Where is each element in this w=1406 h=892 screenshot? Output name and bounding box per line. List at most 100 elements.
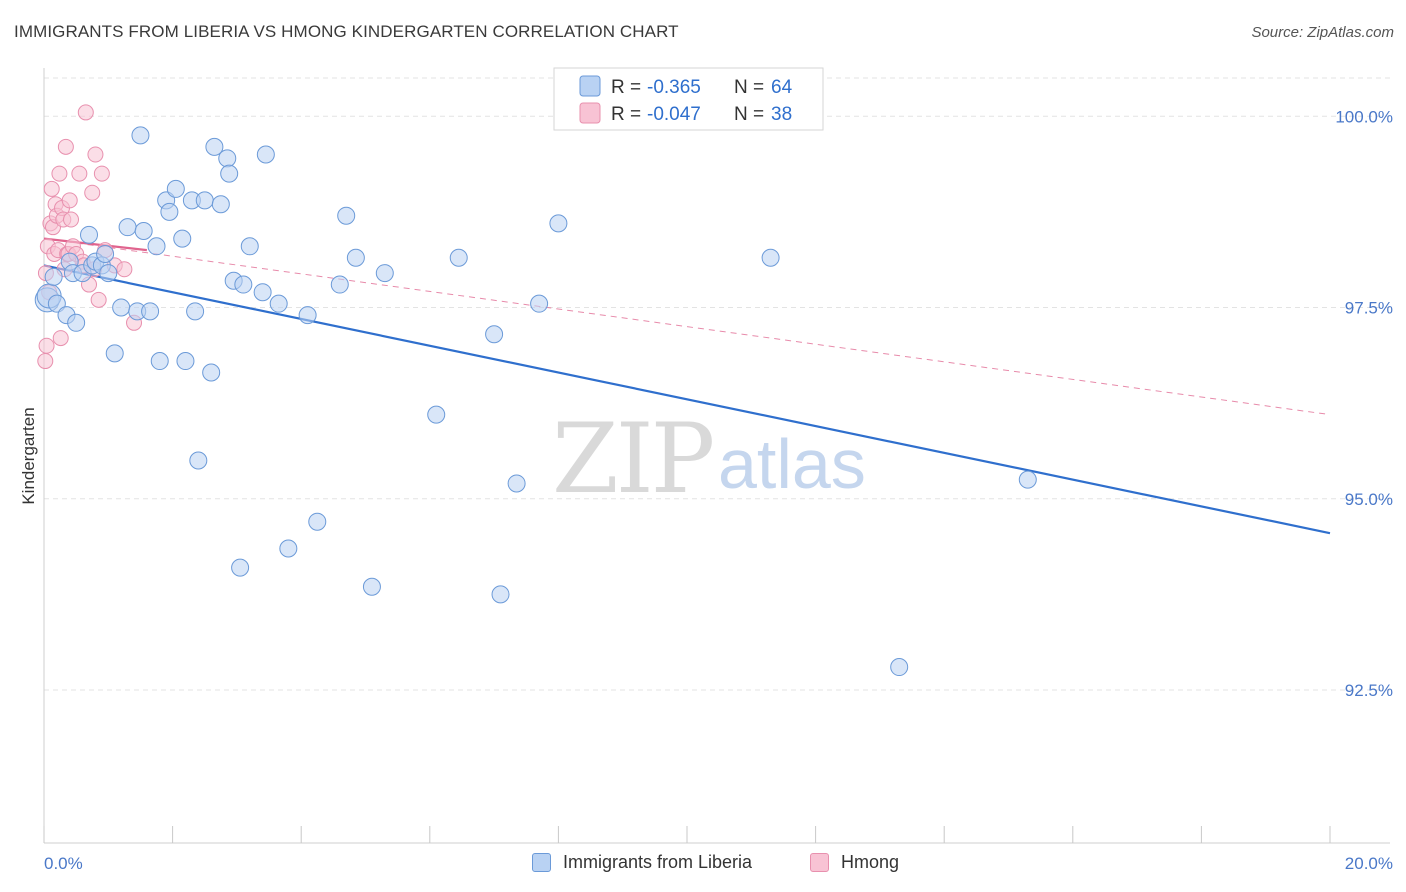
- hmong-point-23: [71, 165, 88, 182]
- liberia-point-25: [160, 202, 179, 221]
- liberia-point-7: [67, 313, 86, 332]
- x-tick-label-0: 0.0%: [44, 854, 83, 873]
- liberia-point-62: [890, 658, 909, 677]
- hmong-point-12: [52, 330, 69, 347]
- liberia-point-63: [1018, 470, 1037, 489]
- chart-title: IMMIGRANTS FROM LIBERIA VS HMONG KINDERG…: [14, 22, 679, 41]
- hmong-point-28: [84, 184, 101, 201]
- liberia-point-17: [118, 218, 137, 237]
- legend-n-label-1: N =: [734, 77, 764, 98]
- liberia-points: [34, 107, 1037, 677]
- liberia-point-43: [256, 145, 275, 164]
- watermark: ZIP atlas: [552, 403, 866, 515]
- liberia-point-23: [150, 352, 169, 371]
- legend-n-value-1: 64: [771, 77, 793, 98]
- legend-item-liberia[interactable]: Immigrants from Liberia: [532, 852, 752, 873]
- liberia-point-54: [449, 248, 468, 267]
- legend-swatch-hmong: [579, 102, 601, 124]
- liberia-point-56: [491, 585, 510, 604]
- liberia-point-31: [189, 451, 208, 470]
- hmong-point-30: [87, 146, 104, 163]
- bottom-legend: Immigrants from Liberia Hmong: [0, 852, 1406, 878]
- legend-label-liberia: Immigrants from Liberia: [563, 852, 753, 872]
- axes: [43, 68, 1390, 844]
- liberia-point-42: [253, 283, 272, 302]
- hmong-point-35: [116, 261, 133, 278]
- liberia-point-3: [47, 294, 66, 313]
- liberia-point-45: [279, 539, 298, 558]
- liberia-point-21: [141, 302, 160, 321]
- source-credit: Source: ZipAtlas.com: [1251, 24, 1394, 41]
- liberia-point-51: [362, 577, 381, 596]
- liberia-point-20: [134, 222, 153, 240]
- hmong-point-5: [43, 180, 60, 197]
- liberia-point-27: [173, 229, 192, 248]
- liberia-point-50: [346, 248, 365, 267]
- hmong-point-0: [37, 353, 54, 370]
- y-tick-label-1: 95.0%: [1345, 490, 1393, 509]
- liberia-point-32: [195, 191, 214, 210]
- liberia-point-16: [112, 298, 131, 317]
- y-tick-label-2: 97.5%: [1345, 299, 1393, 318]
- legend-r-value-1: -0.365: [647, 77, 701, 98]
- legend-swatch-liberia-bottom: [532, 853, 551, 872]
- liberia-point-9: [80, 225, 99, 244]
- liberia-point-14: [99, 264, 118, 283]
- liberia-point-53: [427, 405, 446, 424]
- hmong-point-31: [90, 291, 107, 308]
- legend-swatch-liberia: [579, 75, 601, 97]
- liberia-point-26: [166, 179, 185, 198]
- liberia-point-55: [485, 325, 504, 344]
- liberia-point-19: [131, 126, 150, 145]
- hmong-point-1: [38, 337, 55, 354]
- hmong-trend-dashed: [43, 238, 1331, 416]
- legend-n-value-2: 38: [771, 104, 792, 125]
- legend-n-label-2: N =: [734, 104, 764, 125]
- liberia-point-40: [234, 275, 253, 294]
- liberia-point-35: [211, 195, 230, 214]
- y-tick-label-0: 92.5%: [1345, 681, 1393, 700]
- liberia-point-15: [105, 344, 124, 363]
- watermark-zip: ZIP: [552, 403, 713, 515]
- gridlines: [44, 77, 1390, 691]
- liberia-point-47: [308, 512, 327, 531]
- liberia-point-30: [186, 302, 205, 321]
- liberia-point-37: [220, 164, 239, 183]
- liberia-point-2: [44, 267, 63, 286]
- liberia-point-39: [231, 558, 250, 577]
- liberia-point-41: [240, 237, 259, 256]
- hmong-point-19: [61, 192, 78, 209]
- liberia-point-36: [218, 149, 237, 168]
- hmong-point-16: [57, 138, 74, 155]
- trend-lines: [43, 237, 1331, 535]
- liberia-trend-line: [43, 264, 1331, 535]
- liberia-point-33: [202, 363, 221, 382]
- liberia-point-22: [147, 237, 166, 256]
- correlation-legend: R = -0.365 N = 64 R = -0.047 N = 38: [553, 67, 824, 131]
- liberia-point-59: [549, 214, 568, 233]
- legend-swatch-hmong-bottom: [810, 853, 829, 872]
- liberia-point-28: [176, 352, 195, 371]
- watermark-atlas: atlas: [718, 425, 866, 503]
- liberia-point-44: [269, 294, 288, 313]
- liberia-point-13: [96, 244, 115, 263]
- legend-item-hmong[interactable]: Hmong: [810, 852, 899, 873]
- liberia-point-34: [205, 137, 224, 156]
- liberia-point-58: [530, 294, 549, 313]
- x-tick-labels: 0.0% 20.0%: [44, 854, 1393, 873]
- hmong-point-11: [51, 165, 68, 182]
- legend-label-hmong: Hmong: [841, 852, 900, 872]
- y-axis-label: Kindergarten: [19, 407, 38, 504]
- liberia-point-48: [330, 275, 349, 294]
- liberia-point-46: [298, 306, 317, 325]
- y-tick-label-3: 100.0%: [1335, 107, 1393, 126]
- y-tick-labels: 92.5% 95.0% 97.5% 100.0%: [1335, 107, 1393, 700]
- hmong-point-20: [63, 211, 80, 228]
- legend-r-label-2: R =: [611, 104, 641, 125]
- hmong-point-32: [93, 165, 110, 182]
- hmong-trend-solid: [43, 237, 148, 252]
- liberia-point-52: [375, 264, 394, 283]
- liberia-point-61: [761, 248, 780, 267]
- legend-r-label-1: R =: [611, 77, 641, 98]
